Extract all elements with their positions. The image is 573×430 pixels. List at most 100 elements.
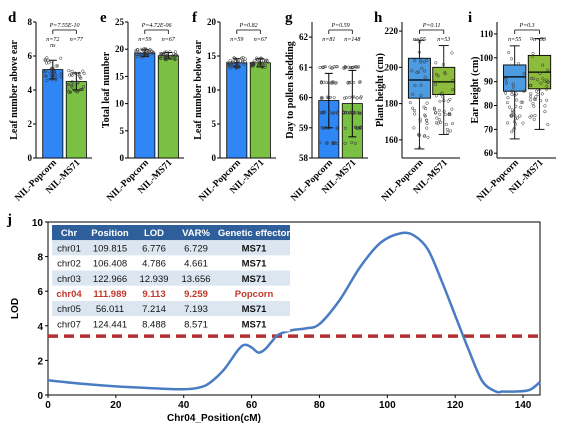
table-row bbox=[52, 255, 290, 271]
table-row bbox=[52, 316, 290, 332]
data-point bbox=[320, 96, 324, 100]
data-point bbox=[324, 80, 328, 84]
data-point bbox=[437, 108, 441, 113]
data-point bbox=[518, 114, 522, 118]
data-point bbox=[515, 98, 519, 102]
y-tick-label: 6 bbox=[28, 51, 33, 61]
table-cell: MS71 bbox=[242, 304, 268, 315]
data-point bbox=[43, 70, 47, 74]
data-point bbox=[358, 80, 362, 84]
data-point bbox=[514, 92, 518, 96]
table-cell: 9.113 bbox=[142, 289, 165, 300]
category-label: NIL-Popcorn bbox=[475, 158, 521, 204]
data-point bbox=[174, 57, 178, 61]
y-tick-label: 4 bbox=[37, 322, 43, 333]
y-tick-label: 2 bbox=[28, 119, 33, 129]
data-point bbox=[529, 92, 533, 96]
n-label: n=59 bbox=[230, 37, 243, 43]
data-point bbox=[137, 51, 141, 55]
panel-d: d 0 2 4 6 8 Leaf number above ear P=7.55E-10 n=7… bbox=[8, 10, 92, 204]
p-value: P=0.82 bbox=[238, 23, 257, 29]
data-point bbox=[76, 80, 80, 84]
plot-frame bbox=[47, 221, 541, 396]
table-cell: 8.488 bbox=[142, 319, 166, 330]
data-point bbox=[134, 50, 138, 54]
data-point bbox=[520, 100, 525, 104]
data-point bbox=[533, 113, 537, 118]
panel-e: e 0 5 10 15 20 25 Total leaf number P=4.72E-06 n=… bbox=[100, 10, 184, 204]
data-point bbox=[519, 100, 523, 104]
data-point bbox=[78, 75, 82, 79]
y-tick-label: 5 bbox=[120, 126, 125, 136]
data-point bbox=[418, 119, 422, 123]
data-point bbox=[341, 66, 346, 70]
data-point bbox=[531, 51, 535, 55]
data-point bbox=[516, 62, 520, 66]
data-point bbox=[543, 104, 547, 108]
table-cell: chr01 bbox=[57, 243, 81, 254]
data-point bbox=[325, 140, 329, 145]
data-point bbox=[419, 58, 423, 62]
data-point bbox=[251, 61, 255, 65]
data-point bbox=[50, 78, 54, 82]
table-row bbox=[52, 240, 290, 256]
data-point bbox=[55, 64, 60, 68]
panel-letter: j bbox=[6, 212, 12, 228]
y-tick-label: 8 bbox=[37, 253, 43, 264]
table-cell: chr03 bbox=[57, 274, 81, 285]
y-tick-label: 15 bbox=[207, 51, 217, 61]
x-axis-label: Chr04_Position(cM) bbox=[167, 413, 261, 424]
data-point bbox=[232, 56, 236, 60]
data-point bbox=[54, 78, 58, 82]
data-point bbox=[425, 59, 429, 63]
panel-letter: h bbox=[374, 10, 383, 26]
bar bbox=[42, 69, 64, 159]
panel-f: f 0 5 10 15 20 Leaf number below ear P=0.82 n=59… bbox=[192, 10, 276, 204]
table-row bbox=[52, 301, 290, 317]
x-tick-label: 120 bbox=[447, 400, 464, 411]
data-point bbox=[66, 83, 70, 87]
table-cell: 109.815 bbox=[93, 243, 127, 254]
box bbox=[407, 57, 431, 99]
y-tick-label: 4 bbox=[28, 85, 33, 95]
y-tick-label: 10 bbox=[207, 85, 217, 95]
data-point bbox=[234, 64, 238, 68]
data-point bbox=[43, 58, 47, 62]
data-point bbox=[328, 110, 332, 114]
data-point bbox=[73, 88, 77, 92]
n-label: n=53 bbox=[437, 37, 450, 43]
y-tick-label: 60 bbox=[299, 93, 309, 103]
data-point bbox=[536, 92, 540, 97]
data-point bbox=[433, 111, 438, 115]
table-cell: 4.786 bbox=[142, 259, 166, 270]
data-point bbox=[423, 75, 427, 79]
data-point bbox=[325, 141, 329, 146]
data-point bbox=[162, 55, 166, 59]
data-point bbox=[319, 80, 324, 84]
y-tick-label: 0 bbox=[28, 153, 33, 163]
table-cell: MS71 bbox=[242, 259, 268, 270]
data-point bbox=[507, 50, 511, 55]
data-point bbox=[328, 95, 332, 99]
ns-label: ns bbox=[50, 43, 56, 49]
table-header-cell: VAR% bbox=[182, 228, 210, 239]
n-label: n=77 bbox=[70, 37, 84, 43]
data-point bbox=[519, 105, 523, 109]
data-point bbox=[226, 61, 230, 65]
data-point bbox=[434, 121, 438, 125]
data-point bbox=[342, 111, 346, 115]
data-point bbox=[411, 106, 415, 110]
table-cell: 13.656 bbox=[181, 274, 210, 285]
data-point bbox=[77, 89, 81, 93]
data-point bbox=[439, 120, 443, 124]
data-point bbox=[326, 126, 331, 130]
lod-curve bbox=[47, 231, 541, 394]
data-point bbox=[510, 89, 514, 93]
data-point bbox=[511, 85, 515, 89]
y-tick-label: 80 bbox=[484, 101, 494, 111]
data-point bbox=[450, 51, 454, 55]
data-point bbox=[434, 111, 438, 115]
data-point bbox=[359, 111, 363, 115]
n-label: n=148 bbox=[344, 36, 360, 43]
data-point bbox=[420, 66, 424, 70]
